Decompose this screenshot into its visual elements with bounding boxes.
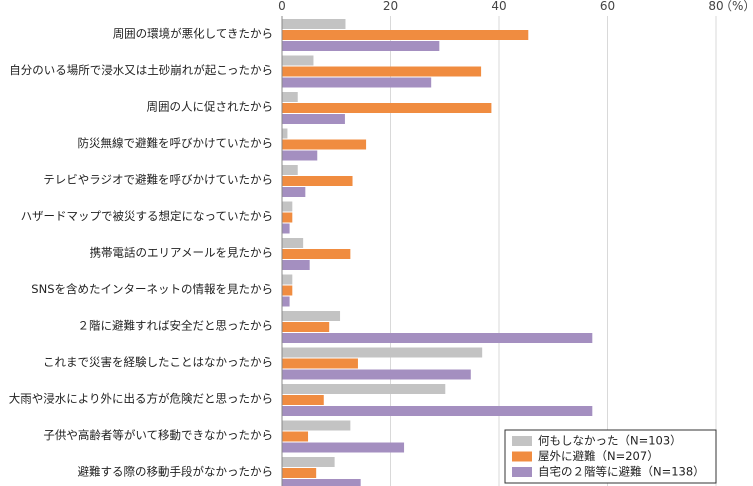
bar-0-9	[282, 347, 483, 358]
category-label: テレビやラジオで避難を呼びかけていたから	[43, 173, 273, 187]
bar-2-5	[282, 223, 290, 234]
category-label: これまで災害を経験したことはなかったから	[43, 355, 273, 369]
bar-0-0	[282, 19, 346, 29]
x-tick-label: 80	[708, 0, 723, 13]
bar-0-1	[282, 55, 314, 66]
category-label: 防災無線で避難を呼びかけていたから	[78, 136, 274, 150]
bar-0-10	[282, 384, 446, 394]
legend-entry-0: 何もしなかった（N=103）	[538, 434, 682, 448]
bar-1-1	[282, 66, 482, 77]
bar-0-6	[282, 238, 304, 248]
bar-2-6	[282, 260, 310, 270]
bar-0-5	[282, 201, 293, 212]
legend: 何もしなかった（N=103）屋外に避難（N=207） 自宅の２階等に避難（N=13…	[504, 429, 717, 484]
bars	[282, 19, 593, 486]
bar-0-4	[282, 165, 298, 175]
category-label: 大雨や浸水により外に出る方が危険だと思ったから	[9, 392, 273, 406]
bar-2-0	[282, 41, 440, 51]
category-labels: 周囲の環境が悪化してきたから自分のいる場所で浸水又は土砂崩れが起こったから周囲の…	[9, 27, 273, 479]
bar-1-5	[282, 212, 293, 223]
legend-entry-2: 自宅の２階等に避難（N=138）	[538, 465, 705, 479]
category-label: 子供や高齢者等がいて移動できなかったから	[43, 428, 273, 442]
category-label: ２階に避難すれば安全だと思ったから	[78, 319, 274, 333]
bar-2-10	[282, 406, 593, 416]
bar-0-2	[282, 92, 298, 102]
bar-2-2	[282, 114, 345, 124]
bar-0-8	[282, 311, 341, 321]
legend-swatch-0	[512, 436, 532, 446]
x-tick-label: 60	[600, 0, 615, 13]
category-label: 周囲の環境が悪化してきたから	[113, 27, 273, 41]
category-label: 自分のいる場所で浸水又は土砂崩れが起こったから	[9, 63, 273, 77]
category-label: 携帯電話のエリアメールを見たから	[90, 246, 273, 260]
bar-1-7	[282, 285, 293, 296]
bar-1-0	[282, 30, 529, 40]
x-axis-unit-label: （%）	[720, 0, 753, 13]
legend-box	[504, 429, 717, 484]
bar-2-7	[282, 296, 290, 307]
bar-0-7	[282, 274, 293, 285]
bar-0-12	[282, 457, 335, 467]
x-tick-label: 0	[278, 0, 286, 13]
bar-0-3	[282, 128, 288, 139]
bar-1-10	[282, 395, 324, 405]
bar-2-9	[282, 369, 471, 380]
bar-1-9	[282, 358, 358, 369]
bar-2-1	[282, 77, 432, 88]
legend-swatch-2	[512, 467, 532, 477]
x-tick-label: 40	[491, 0, 506, 13]
bar-1-11	[282, 431, 309, 442]
category-label: 避難する際の移動手段がなかったから	[78, 465, 274, 479]
bar-1-2	[282, 103, 492, 113]
bar-1-6	[282, 249, 351, 259]
bar-1-12	[282, 468, 317, 478]
bar-0-11	[282, 420, 351, 431]
bar-1-3	[282, 139, 367, 150]
category-label: 周囲の人に促されたから	[147, 100, 274, 114]
bar-2-8	[282, 333, 593, 343]
bar-2-4	[282, 187, 306, 197]
bar-2-12	[282, 479, 361, 486]
category-label: SNSを含めたインターネットの情報を見たから	[31, 282, 273, 296]
x-tick-label: 20	[383, 0, 398, 13]
legend-swatch-1	[512, 451, 532, 462]
bar-1-8	[282, 322, 330, 332]
bar-2-11	[282, 442, 405, 453]
bar-1-4	[282, 176, 353, 186]
x-axis-ticks: 0 20 40 60 80	[278, 0, 723, 13]
legend-entry-1: 屋外に避難（N=207）	[538, 449, 659, 463]
category-label: ハザードマップで被災する想定になっていたから	[21, 209, 273, 223]
bar-2-3	[282, 150, 318, 161]
